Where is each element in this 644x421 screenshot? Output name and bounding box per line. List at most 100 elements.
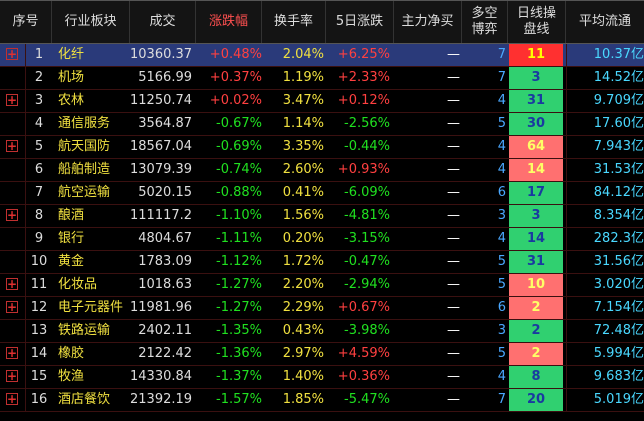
volume-value: 5020.15 (138, 185, 192, 200)
col-header-sector[interactable]: 行业板块 (52, 1, 130, 43)
table-row[interactable]: 13 铁路运输 2402.11 -1.35% 0.43% -3.98% — 3 2 72.48亿 (0, 320, 644, 343)
sector-name[interactable]: 通信服务 (58, 116, 111, 131)
sector-name[interactable]: 酿酒 (58, 208, 85, 223)
table-row[interactable]: +11 化妆品 1018.63 -1.27% 2.20% -2.94% — 5 10 3.020亿 (0, 274, 644, 297)
expand-plus-icon[interactable]: + (6, 93, 18, 107)
change-pct-value: -0.74% (216, 162, 262, 177)
sector-name[interactable]: 航天国防 (58, 139, 111, 154)
sector-name[interactable]: 牧渔 (58, 369, 85, 384)
table-row[interactable]: +14 橡胶 2122.42 -1.36% 2.97% +4.59% — 5 2 5.994亿 (0, 343, 644, 366)
table-row[interactable]: 7 航空运输 5020.15 -0.88% 0.41% -6.09% — 6 17 84.12亿 (0, 182, 644, 205)
col-header-daily-line[interactable]: 日线操 盘线 (508, 1, 566, 43)
col-header-turnover[interactable]: 换手率 (262, 1, 326, 43)
col-header-5day-change[interactable]: 5日涨跌 (326, 1, 394, 43)
avg-float-cap-value: 7.154亿 (566, 297, 644, 319)
table-row[interactable]: +12 电子元器件 11981.96 -1.27% 2.29% +0.67% — 6 2 7.15… (0, 297, 644, 320)
daily-line-badge: 8 (509, 366, 563, 388)
sector-name[interactable]: 机场 (58, 70, 85, 85)
turnover-value: 2.29% (282, 300, 324, 315)
volume-value: 11981.96 (130, 300, 192, 315)
table-row[interactable]: 10 黄金 1783.09 -1.12% 1.72% -0.47% — 5 31 31.56亿 (0, 251, 644, 274)
expand-plus-icon[interactable]: + (6, 139, 18, 153)
col-header-index[interactable]: 序号 (0, 1, 52, 43)
main-net-buy-value: — (447, 93, 460, 108)
table-row[interactable]: +1 化纤 10360.37 +0.48% 2.04% +6.25% — 7 11 10.37亿 (0, 44, 644, 67)
table-row[interactable]: 6 船舶制造 13079.39 -0.74% 2.60% +0.93% — 4 14 31.53亿 (0, 159, 644, 182)
turnover-value: 0.41% (282, 185, 324, 200)
long-short-value: 7 (497, 47, 506, 62)
change-pct-value: -0.67% (216, 116, 262, 131)
sector-name[interactable]: 银行 (58, 231, 85, 246)
expand-plus-icon[interactable]: + (6, 300, 18, 314)
avg-float-cap-value: 17.60亿 (566, 113, 644, 135)
avg-float-cap-value: 9.709亿 (566, 90, 644, 112)
main-net-buy-value: — (447, 116, 460, 131)
volume-value: 21392.19 (130, 392, 192, 407)
expand-plus-icon[interactable]: + (6, 369, 18, 383)
long-short-value: 7 (497, 392, 506, 407)
volume-value: 5166.99 (138, 70, 192, 85)
main-net-buy-value: — (447, 346, 460, 361)
row-index: 9 (34, 231, 44, 246)
volume-value: 3564.87 (138, 116, 192, 131)
expand-plus-icon[interactable]: + (6, 208, 18, 222)
expand-plus-icon[interactable]: + (6, 277, 18, 291)
row-index: 1 (34, 47, 44, 62)
expand-cell: + (0, 343, 26, 365)
sector-name[interactable]: 酒店餐饮 (58, 392, 111, 407)
sector-name[interactable]: 农林 (58, 93, 85, 108)
table-row[interactable]: 2 机场 5166.99 +0.37% 1.19% +2.33% — 7 3 14.52亿 (0, 67, 644, 90)
turnover-value: 1.85% (282, 392, 324, 407)
turnover-value: 1.72% (282, 254, 324, 269)
sector-name[interactable]: 橡胶 (58, 346, 85, 361)
turnover-value: 2.97% (282, 346, 324, 361)
expand-cell: + (0, 205, 26, 227)
long-short-value: 5 (497, 254, 506, 269)
col-header-main-net-buy[interactable]: 主力净买 (394, 1, 462, 43)
col-header-change-pct[interactable]: 涨跌幅 (196, 1, 262, 43)
row-index: 4 (34, 116, 44, 131)
expand-cell: + (0, 44, 26, 66)
expand-cell (0, 159, 26, 181)
col-header-avg-float[interactable]: 平均流通 (578, 14, 631, 29)
expand-plus-icon[interactable]: + (6, 47, 18, 61)
long-short-value: 5 (497, 116, 506, 131)
row-index: 15 (30, 369, 48, 384)
long-short-value: 4 (497, 93, 506, 108)
sector-name[interactable]: 船舶制造 (58, 162, 111, 177)
five-day-change-value: +2.33% (337, 70, 390, 85)
avg-float-cap-value: 5.994亿 (566, 343, 644, 365)
turnover-value: 1.19% (282, 70, 324, 85)
table-row[interactable]: +15 牧渔 14330.84 -1.37% 1.40% +0.36% — 4 8 9.683亿 (0, 366, 644, 389)
expand-plus-icon[interactable]: + (6, 346, 18, 360)
five-day-change-value: +0.36% (337, 369, 390, 384)
change-pct-value: -0.88% (216, 185, 262, 200)
volume-value: 18567.04 (130, 139, 192, 154)
daily-line-badge: 14 (509, 228, 563, 250)
sector-name[interactable]: 化纤 (58, 47, 85, 62)
volume-value: 14330.84 (130, 369, 192, 384)
table-row[interactable]: 4 通信服务 3564.87 -0.67% 1.14% -2.56% — 5 30 17.60亿 (0, 113, 644, 136)
volume-value: 2122.42 (138, 346, 192, 361)
sector-name[interactable]: 化妆品 (58, 277, 98, 292)
daily-line-badge: 2 (509, 320, 563, 342)
sector-name[interactable]: 铁路运输 (58, 323, 111, 338)
row-index: 6 (34, 162, 44, 177)
sector-name[interactable]: 航空运输 (58, 185, 111, 200)
sector-name[interactable]: 电子元器件 (58, 300, 124, 315)
volume-value: 2402.11 (138, 323, 192, 338)
table-row[interactable]: +16 酒店餐饮 21392.19 -1.57% 1.85% -5.47% — 7 20 5.01… (0, 389, 644, 412)
expand-cell: + (0, 389, 26, 411)
sector-name[interactable]: 黄金 (58, 254, 85, 269)
daily-line-badge: 17 (509, 182, 563, 204)
table-row[interactable]: 9 银行 4804.67 -1.11% 0.20% -3.15% — 4 14 282.3亿 (0, 228, 644, 251)
daily-line-badge: 10 (509, 274, 563, 296)
col-header-long-short[interactable]: 多空 博弈 (462, 1, 508, 43)
expand-plus-icon[interactable]: + (6, 392, 18, 406)
table-row[interactable]: +5 航天国防 18567.04 -0.69% 3.35% -0.44% — 4 64 7.943… (0, 136, 644, 159)
daily-line-badge: 31 (509, 251, 563, 273)
col-header-volume[interactable]: 成交 (130, 1, 196, 43)
table-row[interactable]: +3 农林 11250.74 +0.02% 3.47% +0.12% — 4 31 9.709亿 (0, 90, 644, 113)
